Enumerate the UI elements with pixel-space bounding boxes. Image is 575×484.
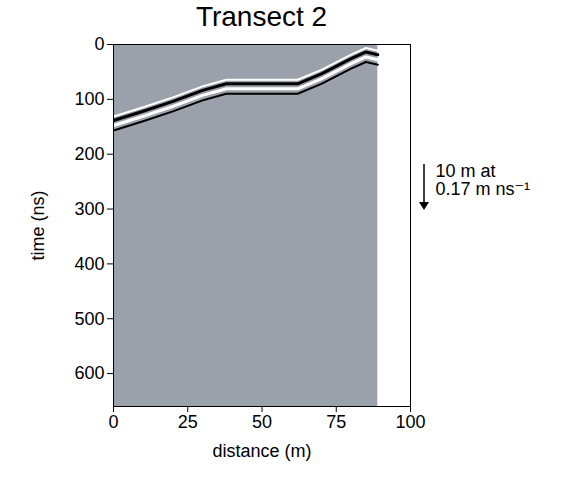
svg-text:0: 0 xyxy=(94,34,104,54)
svg-text:200: 200 xyxy=(74,144,104,164)
svg-text:300: 300 xyxy=(74,199,104,219)
svg-text:100: 100 xyxy=(74,89,104,109)
html-text:Transect 2: Transect 2 xyxy=(195,1,328,32)
svg-text:25: 25 xyxy=(178,412,198,432)
svg-text:400: 400 xyxy=(74,254,104,274)
svg-text:600: 600 xyxy=(74,363,104,383)
svg-text:time (ns): time (ns) xyxy=(28,190,48,260)
svg-text:500: 500 xyxy=(74,309,104,329)
svg-text:0: 0 xyxy=(108,412,118,432)
svg-text:10 m at0.17 m ns⁻¹: 10 m at0.17 m ns⁻¹ xyxy=(436,161,531,199)
svg-text:distance (m): distance (m) xyxy=(212,441,311,461)
svg-text:75: 75 xyxy=(326,412,346,432)
svg-text:100: 100 xyxy=(395,412,425,432)
svg-text:50: 50 xyxy=(252,412,272,432)
